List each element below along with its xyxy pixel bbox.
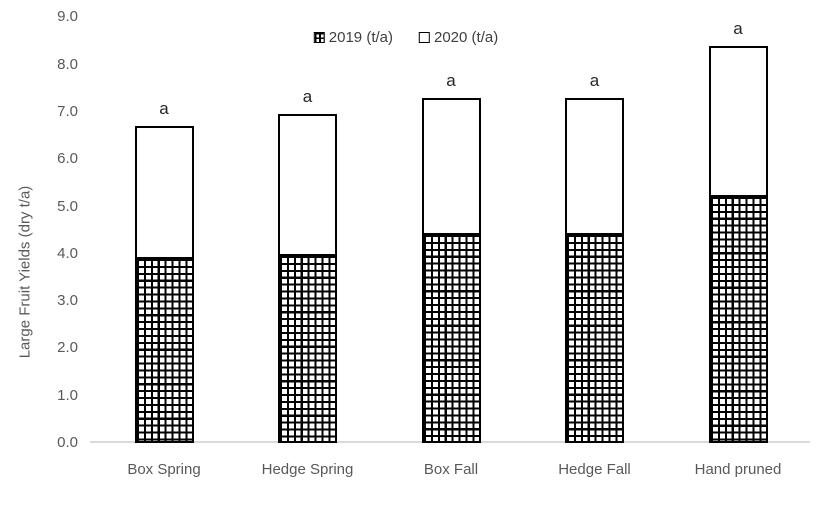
y-tick-label: 2.0 xyxy=(57,339,78,357)
bar-box-fall xyxy=(421,97,481,443)
bar-segment-2019 xyxy=(423,232,479,441)
y-tick-label: 5.0 xyxy=(57,197,78,215)
y-tick-label: 7.0 xyxy=(57,102,78,120)
bar-segment-2019 xyxy=(567,232,622,441)
y-tick-label: 6.0 xyxy=(57,150,78,168)
y-axis-title: Large Fruit Yields (dry t/a) xyxy=(16,185,34,359)
significance-letter: a xyxy=(589,70,600,90)
bar-segment-2019 xyxy=(280,254,335,441)
significance-letter: a xyxy=(302,87,313,107)
legend-item-2020: 2020 (t/a) xyxy=(419,29,498,46)
grid-pattern-swatch-icon xyxy=(313,32,325,43)
y-tick-label: 8.0 xyxy=(57,55,78,73)
x-category-label: Box Fall xyxy=(423,461,479,478)
white-swatch-icon xyxy=(419,32,430,43)
legend: 2019 (t/a) 2020 (t/a) xyxy=(313,29,498,46)
x-category-label: Hand pruned xyxy=(694,461,782,478)
x-category-label: Box Spring xyxy=(127,461,201,478)
significance-letter: a xyxy=(733,18,743,38)
x-category-label: Hedge Fall xyxy=(558,461,631,478)
y-tick-label: 1.0 xyxy=(57,386,78,404)
legend-item-2019: 2019 (t/a) xyxy=(313,29,393,46)
significance-letter: a xyxy=(159,99,169,119)
bar-hedge-spring xyxy=(278,114,337,443)
x-category-label: Hedge Spring xyxy=(261,461,354,478)
y-tick-label: 9.0 xyxy=(57,8,78,26)
bar-box-spring xyxy=(134,126,194,443)
significance-letter: a xyxy=(446,70,456,90)
legend-label: 2019 (t/a) xyxy=(328,29,393,46)
bar-segment-2019 xyxy=(710,195,766,441)
bar-hedge-fall xyxy=(565,97,624,443)
y-tick-label: 0.0 xyxy=(57,434,78,451)
y-tick-label: 3.0 xyxy=(57,292,78,310)
bar-hand-pruned xyxy=(708,45,768,443)
bar-segment-2019 xyxy=(136,256,192,441)
y-tick-label: 4.0 xyxy=(57,244,78,262)
legend-label: 2020 (t/a) xyxy=(434,29,499,46)
